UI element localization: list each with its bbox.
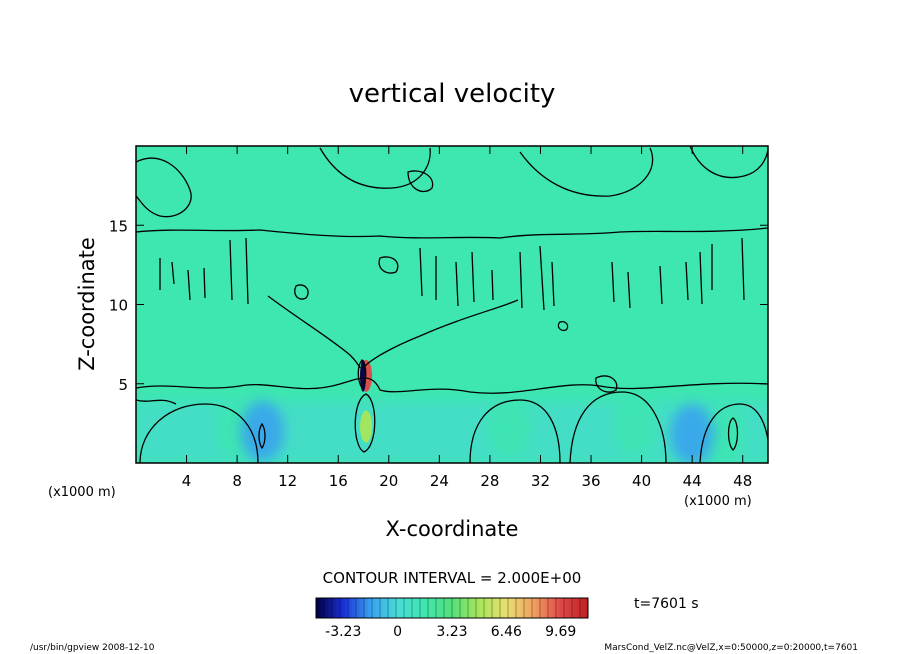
x-tick-label: 4 [182, 472, 192, 490]
contour-cell-center-right [569, 391, 667, 463]
x-tick-label: 24 [430, 472, 449, 490]
updraft-region [613, 394, 658, 455]
contour-cell-left [139, 403, 259, 463]
colorbar-stripes [323, 598, 581, 618]
colorbar: -3.23 0 3.23 6.46 9.69 [315, 597, 589, 640]
contour-upper-blob [407, 170, 434, 193]
contour-updraft-core [354, 393, 376, 453]
contour-small-loop-1 [294, 284, 309, 300]
y-axis-label: Z-coordinate [75, 237, 99, 371]
x-tick-label: 32 [531, 472, 550, 490]
x-unit-right: (x1000 m) [684, 494, 752, 509]
time-label: t=7601 s [634, 596, 699, 612]
x-tick-label: 36 [581, 472, 600, 490]
x-unit-left: (x1000 m) [48, 485, 116, 500]
x-tick-label: 20 [379, 472, 398, 490]
x-tick-label: 12 [278, 472, 297, 490]
contour-low-level-band [136, 377, 768, 394]
contour-ripple-3 [611, 237, 745, 309]
contour-tropopause [136, 227, 768, 239]
y-tick-label: 15 [109, 217, 128, 235]
contour-updraft-tip [357, 358, 367, 390]
footer-right: MarsCond_VelZ.nc@VelZ,x=0:50000,z=0:2000… [604, 643, 858, 653]
contour-lines [136, 146, 768, 463]
downdraft-region [240, 401, 285, 462]
contour-cell-right [699, 403, 768, 463]
chart-title: vertical velocity [349, 79, 556, 109]
contour-interval-label: CONTOUR INTERVAL = 2.000E+00 [323, 569, 582, 587]
plot-frame [135, 145, 769, 464]
contour-ripple-2 [419, 245, 555, 311]
x-tick-label: 48 [733, 472, 752, 490]
colorbar-tick-label: 9.69 [545, 624, 576, 640]
updraft-region [486, 396, 531, 457]
colorbar-tick-label: -3.23 [325, 624, 361, 640]
y-tick-label: 10 [109, 297, 128, 315]
x-axis-tick-labels: 4 8 12 16 20 24 28 32 36 40 44 48 [182, 472, 752, 490]
x-tick-label: 44 [683, 472, 702, 490]
footer-left: /usr/bin/gpview 2008-12-10 [30, 643, 155, 653]
contour-small-loop-4 [557, 320, 569, 332]
y-axis-tick-labels: 5 10 15 [109, 217, 128, 394]
downdraft-region [670, 404, 715, 463]
updraft-region [360, 410, 373, 443]
x-axis-label: X-coordinate [386, 517, 519, 541]
contour-dd-right [727, 417, 739, 451]
x-tick-label: 40 [632, 472, 651, 490]
colorbar-tick-label: 3.23 [436, 624, 467, 640]
contour-dd-left [258, 422, 266, 450]
contour-upper-left [136, 157, 192, 218]
x-tick-label: 28 [480, 472, 499, 490]
contour-upper-right [519, 147, 654, 197]
colorbar-tick-label: 6.46 [491, 624, 522, 640]
colorbar-tick-label: 0 [393, 624, 402, 640]
contour-small-loop-2 [378, 256, 399, 274]
contour-ripple-1 [159, 237, 249, 305]
contour-funnel-left [267, 295, 361, 369]
contour-inflow-left [136, 399, 177, 405]
colorbar-tick-labels: -3.23 0 3.23 6.46 9.69 [325, 624, 576, 640]
plot-area [136, 146, 768, 463]
colorbar-frame [315, 597, 589, 619]
contour-small-loop-3 [595, 375, 618, 393]
x-tick-label: 8 [232, 472, 242, 490]
contour-upper-far-right [689, 146, 768, 179]
contour-cell-mid [469, 399, 561, 463]
contour-funnel-right [362, 299, 519, 369]
y-tick-label: 5 [118, 376, 128, 394]
x-tick-label: 16 [329, 472, 348, 490]
contour-upper-mid [319, 147, 431, 189]
